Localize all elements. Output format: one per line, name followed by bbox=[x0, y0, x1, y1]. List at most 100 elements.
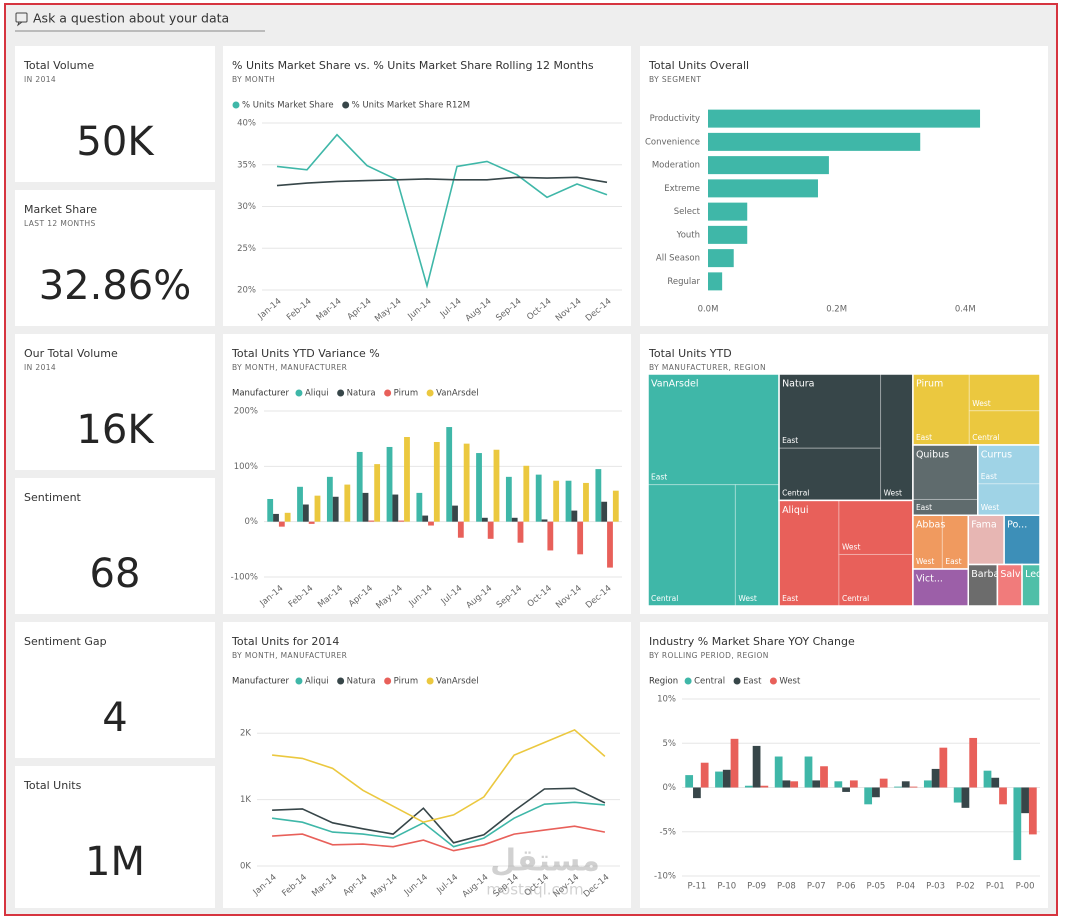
treemap-cell bbox=[968, 410, 1041, 446]
bar bbox=[571, 510, 578, 522]
x-tick-label: P-05 bbox=[867, 882, 886, 892]
treemap-cell bbox=[778, 499, 840, 607]
treemap-group-label: Currus bbox=[981, 449, 1012, 460]
y-tick-label: 2K bbox=[240, 729, 251, 739]
bar bbox=[595, 469, 602, 522]
legend-marker bbox=[342, 101, 350, 109]
y-tick-label: 5% bbox=[663, 739, 677, 749]
x-tick-label: P-00 bbox=[1016, 882, 1035, 892]
chart-subtitle: BY ROLLING PERIOD, REGION bbox=[649, 651, 769, 660]
legend-label: Aliqui bbox=[305, 677, 329, 687]
treemap-cell bbox=[778, 373, 882, 449]
y-tick-label: 10% bbox=[657, 695, 676, 705]
treemap-group-label: Vict... bbox=[916, 574, 943, 585]
bar bbox=[715, 771, 723, 788]
y-tick-label: Extreme bbox=[664, 184, 700, 194]
chart-tile bbox=[223, 334, 631, 614]
treemap-region-label: East bbox=[782, 594, 798, 603]
bar bbox=[273, 513, 279, 522]
treemap-group-label: Natura bbox=[782, 379, 814, 390]
chart-title: Total Units YTD Variance % bbox=[231, 347, 380, 360]
bar bbox=[505, 476, 512, 522]
question-text[interactable]: Ask a question about your data bbox=[33, 11, 229, 26]
bar bbox=[553, 480, 560, 522]
bar bbox=[457, 521, 464, 538]
bar bbox=[1013, 787, 1022, 861]
bar bbox=[577, 521, 584, 555]
bar bbox=[700, 762, 709, 788]
y-tick-label: Moderation bbox=[652, 161, 700, 171]
bar bbox=[404, 437, 410, 522]
treemap-region-label: Central bbox=[782, 488, 809, 497]
line-series bbox=[276, 176, 608, 187]
bar bbox=[278, 521, 285, 527]
treemap-cell bbox=[967, 564, 998, 607]
chart-title: Industry % Market Share YOY Change bbox=[649, 635, 855, 648]
card bbox=[15, 190, 215, 326]
card bbox=[15, 334, 215, 470]
treemap-region-label: East bbox=[916, 433, 932, 442]
y-tick-label: -100% bbox=[231, 573, 258, 583]
line-series bbox=[271, 801, 605, 848]
chart-subtitle: BY SEGMENT bbox=[649, 75, 701, 84]
treemap-region-label: West bbox=[884, 488, 902, 497]
bar bbox=[909, 786, 918, 788]
bar bbox=[1021, 787, 1029, 814]
treemap-region-label: East bbox=[981, 472, 997, 481]
bar bbox=[547, 521, 554, 551]
x-tick-label: P-09 bbox=[747, 882, 766, 892]
legend-label: East bbox=[743, 677, 762, 687]
bar bbox=[999, 787, 1007, 805]
bar bbox=[774, 756, 783, 788]
chat-icon-tail bbox=[17, 21, 23, 27]
bar bbox=[368, 520, 375, 522]
treemap-group-label: Leo bbox=[1025, 569, 1042, 580]
chart-tile bbox=[223, 622, 631, 908]
treemap-group-label: VanArsdel bbox=[651, 379, 698, 390]
y-tick-label: Productivity bbox=[650, 114, 700, 124]
chart-subtitle: BY MANUFACTURER, REGION bbox=[649, 363, 766, 372]
watermark-logo: مستقل bbox=[490, 844, 600, 879]
bar bbox=[901, 781, 910, 788]
y-tick-label: 20% bbox=[237, 286, 256, 296]
treemap-group-label: Aliqui bbox=[782, 505, 808, 516]
legend-label: Pirum bbox=[394, 677, 418, 687]
card-title: Sentiment bbox=[24, 491, 82, 504]
legend-marker bbox=[684, 677, 692, 685]
card-subtitle: LAST 12 MONTHS bbox=[24, 219, 96, 228]
card-value: 16K bbox=[76, 407, 155, 453]
bar bbox=[416, 492, 423, 522]
chart-tile bbox=[223, 46, 631, 326]
treemap-cell bbox=[880, 373, 914, 501]
treemap-cell bbox=[647, 484, 736, 607]
legend-title: Manufacturer bbox=[232, 389, 289, 399]
legend-label: Pirum bbox=[394, 389, 418, 399]
y-tick-label: Convenience bbox=[645, 137, 700, 147]
legend-marker bbox=[295, 389, 303, 397]
bar bbox=[463, 443, 470, 522]
treemap-cell bbox=[734, 484, 780, 607]
legend-label: % Units Market Share bbox=[242, 101, 334, 111]
bar bbox=[708, 202, 748, 221]
bar bbox=[953, 787, 962, 803]
y-tick-label: 25% bbox=[237, 244, 256, 254]
bar bbox=[356, 451, 363, 522]
bar bbox=[297, 486, 303, 522]
bar bbox=[601, 501, 608, 522]
legend-marker bbox=[769, 677, 777, 685]
treemap-group-border bbox=[1021, 563, 1041, 607]
bar bbox=[849, 780, 858, 788]
treemap-region-label: West bbox=[738, 594, 756, 603]
bar bbox=[493, 449, 500, 522]
y-tick-label: Regular bbox=[667, 277, 700, 287]
legend-label: Central bbox=[694, 677, 725, 687]
y-tick-label: 100% bbox=[234, 462, 258, 472]
bar bbox=[991, 777, 1000, 788]
bar bbox=[804, 756, 813, 788]
y-tick-label: Select bbox=[674, 207, 701, 217]
question-box[interactable]: Ask a question about your data bbox=[15, 11, 265, 32]
legend-marker bbox=[337, 677, 345, 685]
bar bbox=[583, 482, 589, 522]
treemap-region-label: West bbox=[916, 557, 934, 566]
legend-title: Region bbox=[649, 677, 678, 687]
